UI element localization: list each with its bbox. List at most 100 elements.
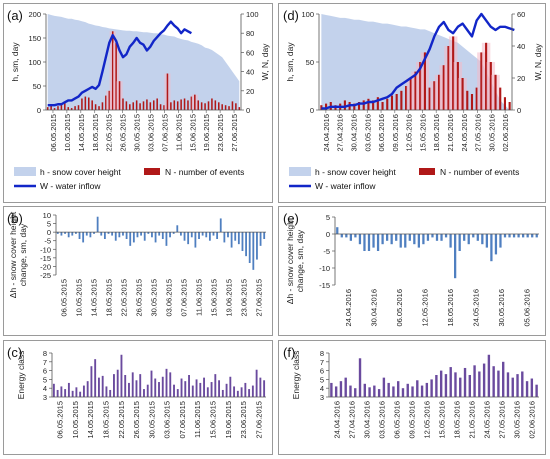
y-tick-label: 0 bbox=[326, 230, 330, 239]
data-bar bbox=[245, 232, 247, 257]
data-bar bbox=[426, 234, 430, 241]
legend-label-snow: h - snow cover height bbox=[315, 167, 396, 177]
event-bar bbox=[194, 94, 196, 110]
data-bar bbox=[143, 389, 145, 397]
data-bar bbox=[241, 232, 244, 251]
y-left-tick-label: 0 bbox=[37, 106, 41, 115]
x-tick-label: 27.06.2015 bbox=[230, 114, 239, 152]
data-bar bbox=[165, 232, 168, 246]
data-bar bbox=[422, 234, 425, 245]
event-bar bbox=[122, 98, 124, 110]
data-bar bbox=[188, 375, 190, 397]
x-tick-label: 24.05.2016 bbox=[471, 289, 480, 327]
x-tick-label: 21.05.2016 bbox=[468, 401, 477, 439]
event-bar bbox=[81, 98, 83, 110]
event-bar bbox=[146, 99, 148, 110]
x-tick-label: 30.05.2016 bbox=[497, 289, 506, 327]
data-bar bbox=[525, 381, 529, 397]
data-bar bbox=[233, 386, 236, 397]
event-bar bbox=[115, 42, 117, 110]
event-bar bbox=[57, 106, 59, 110]
y-tick-label: -5 bbox=[44, 237, 51, 246]
data-bar bbox=[52, 383, 55, 397]
data-bar bbox=[199, 382, 202, 397]
data-bar bbox=[93, 232, 95, 234]
event-bar bbox=[325, 103, 328, 110]
legend-label-events: N - number of events bbox=[440, 167, 519, 177]
event-bar bbox=[485, 42, 488, 110]
data-bar bbox=[508, 234, 511, 238]
event-bar bbox=[159, 104, 162, 110]
data-bar bbox=[165, 368, 168, 397]
data-bar bbox=[397, 381, 400, 397]
data-bar bbox=[158, 382, 160, 397]
data-bar bbox=[67, 232, 70, 238]
panel-a: 0 50 100 150 200 0 20 40 60 80 100 06.05.2015 10.05.… bbox=[3, 3, 273, 203]
x-tick-label: 18.05.2015 bbox=[91, 114, 100, 152]
data-bar bbox=[425, 382, 429, 397]
event-bar bbox=[367, 98, 370, 110]
data-bar bbox=[334, 386, 338, 397]
event-bar bbox=[466, 90, 469, 110]
y-axis-label: change, sm, day bbox=[18, 223, 28, 286]
x-tick-label: 30.04.2016 bbox=[349, 114, 358, 152]
data-bar bbox=[154, 232, 157, 243]
y-left-tick-label: 200 bbox=[28, 10, 41, 19]
x-tick-label: 06.05.2015 bbox=[56, 401, 65, 439]
legend-swatch-events bbox=[144, 168, 160, 175]
x-tick-label: 27.05.2016 bbox=[498, 401, 507, 439]
event-bar bbox=[238, 107, 241, 110]
panel-d: 0 50 100 0 20 40 60 24.04.2016 27.04.2016 30.04.2… bbox=[278, 3, 546, 203]
data-bar bbox=[187, 232, 190, 245]
data-bar bbox=[511, 377, 514, 397]
x-tick-label: 05.06.2016 bbox=[522, 289, 531, 327]
x-tick-label: 30.04.2016 bbox=[369, 289, 378, 327]
data-bar bbox=[103, 232, 106, 239]
x-tick-label: 19.06.2015 bbox=[224, 401, 233, 439]
x-tick-label: 11.06.2015 bbox=[174, 114, 183, 151]
data-bar bbox=[494, 234, 498, 255]
data-bar bbox=[216, 232, 219, 239]
event-bar bbox=[142, 101, 145, 110]
data-bar bbox=[248, 389, 251, 397]
event-bar bbox=[343, 100, 346, 110]
data-bar bbox=[64, 389, 67, 397]
event-bar bbox=[470, 94, 474, 110]
x-tick-label: 03.05.2016 bbox=[378, 401, 387, 439]
data-bar bbox=[382, 377, 386, 397]
data-bar bbox=[161, 232, 164, 239]
data-bar bbox=[367, 234, 371, 251]
y-tick-label: 0 bbox=[47, 228, 51, 237]
x-tick-label: 12.05.2016 bbox=[405, 114, 414, 152]
x-tick-label: 11.06.2015 bbox=[195, 279, 204, 316]
x-tick-label: 30.05.2015 bbox=[150, 279, 159, 317]
data-bar bbox=[430, 379, 433, 397]
panel-label: (d) bbox=[283, 8, 299, 23]
event-bar bbox=[204, 103, 206, 110]
event-bar bbox=[87, 97, 90, 110]
data-bar bbox=[223, 232, 226, 243]
data-bar bbox=[195, 379, 198, 397]
data-bar bbox=[416, 380, 419, 397]
y-tick-label: 5 bbox=[47, 220, 51, 229]
panel-c: 3 4 5 6 7 8 06.05.2015 10.05.2015 14.05.2015 18.0… bbox=[3, 340, 273, 455]
data-bar bbox=[219, 218, 222, 233]
data-bar bbox=[482, 363, 486, 397]
data-bar bbox=[201, 232, 204, 236]
event-bar bbox=[362, 100, 365, 110]
data-bar bbox=[90, 366, 93, 397]
y-axis-label: Δh - snow cover height bbox=[8, 211, 18, 298]
data-bar bbox=[56, 232, 59, 234]
chart-e: -15 -10 -5 0 5 24.04.2016 30.04.2016 06.05.2016… bbox=[283, 211, 539, 327]
event-bar bbox=[217, 102, 220, 110]
y-tick-label: 4 bbox=[320, 384, 324, 393]
data-bar bbox=[411, 386, 414, 397]
data-bar bbox=[435, 234, 439, 241]
y-tick-label: -25 bbox=[40, 271, 51, 280]
data-bar bbox=[147, 232, 150, 234]
data-bar bbox=[122, 232, 124, 236]
x-tick-label: 21.05.2016 bbox=[446, 114, 455, 152]
data-bar bbox=[146, 384, 149, 397]
